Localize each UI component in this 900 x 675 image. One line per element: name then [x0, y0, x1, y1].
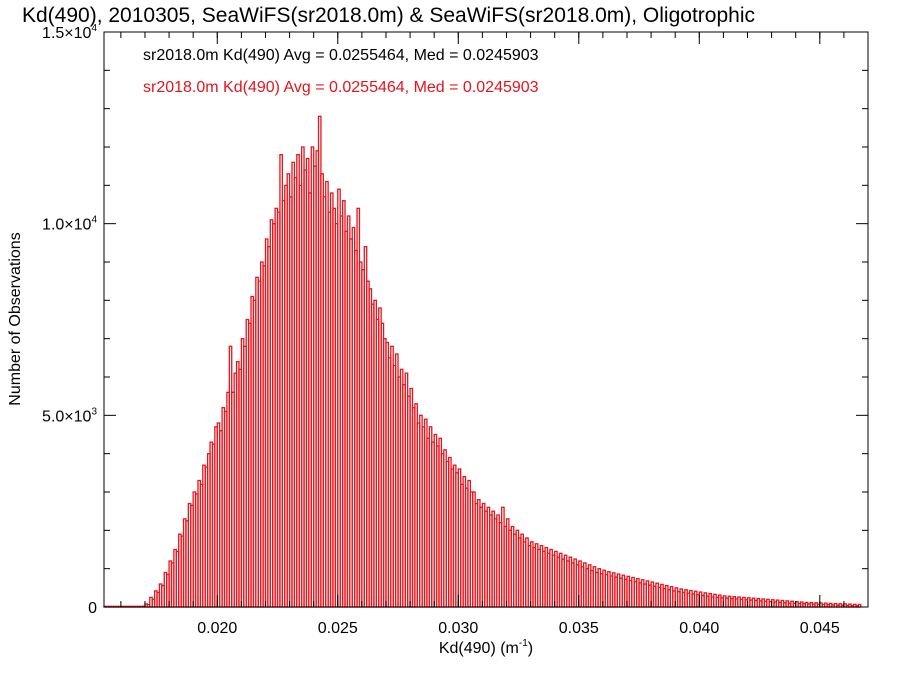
y-tick-label: 1.5×104: [42, 23, 97, 42]
plot-frame: [103, 31, 869, 608]
x-tick-label: 0.030: [438, 620, 478, 637]
y-tick-label: 1.0×104: [42, 215, 97, 234]
y-tick-label: 0: [88, 600, 97, 617]
histogram-series: [103, 115, 862, 608]
x-tick-label: 0.020: [197, 620, 237, 637]
x-axis-label: Kd(490) (m-1): [439, 638, 533, 657]
x-tick-label: 0.045: [800, 620, 840, 637]
x-axis: 0.020 0.025 0.030 0.035 0.040 0.045: [120, 32, 845, 637]
y-axis: 0 5.0×103 1.0×104 1.5×104: [42, 23, 868, 617]
legend-entry-red: sr2018.0m Kd(490) Avg = 0.0255464, Med =…: [143, 79, 539, 96]
legend-entry-black: sr2018.0m Kd(490) Avg = 0.0255464, Med =…: [143, 47, 539, 64]
x-tick-label: 0.040: [679, 620, 719, 637]
y-axis-label: Number of Observations: [7, 232, 24, 405]
chart-title: Kd(490), 2010305, SeaWiFS(sr2018.0m) & S…: [22, 4, 755, 27]
legend: sr2018.0m Kd(490) Avg = 0.0255464, Med =…: [143, 47, 539, 96]
x-tick-label: 0.025: [318, 620, 358, 637]
y-tick-label: 5.0×103: [42, 406, 97, 425]
x-tick-label: 0.035: [559, 620, 599, 637]
